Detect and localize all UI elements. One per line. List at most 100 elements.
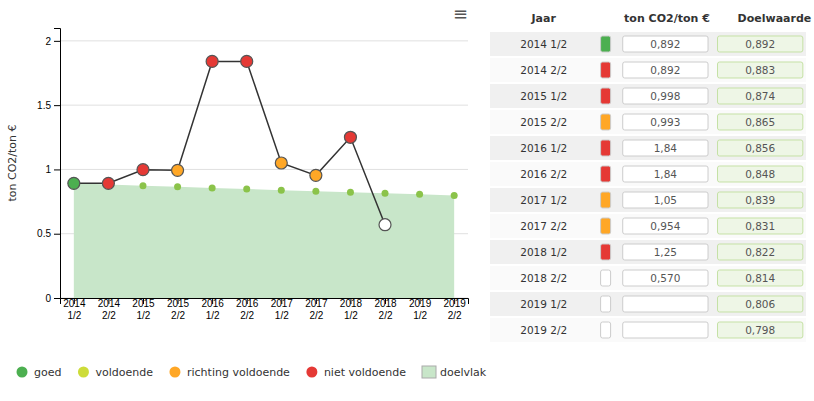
table-row: 2017 1/21,050,839 <box>490 188 806 212</box>
table-target: 0,856 <box>745 142 775 154</box>
table-status-swatch <box>601 62 611 78</box>
table-target-box <box>718 192 803 208</box>
y-tick-mark <box>54 105 60 106</box>
target-dot <box>174 183 181 190</box>
table-target: 0,806 <box>745 298 775 310</box>
table-header: Doelwaarde <box>738 12 812 25</box>
table-row: 2014 2/20,8920,883 <box>490 58 806 82</box>
x-tick-label-line: 2017 <box>305 298 328 309</box>
table-row-background <box>490 136 806 160</box>
x-tick: 20181/2 <box>340 298 363 321</box>
legend-swatch <box>169 367 180 378</box>
table-row-background <box>490 318 806 342</box>
value-dot <box>206 55 218 67</box>
value-dot <box>275 157 287 169</box>
table-row-background <box>490 214 806 238</box>
x-tick-label: 20172/2 <box>305 298 328 321</box>
table-target-box <box>718 166 803 182</box>
x-tick-label-line: 2/2 <box>309 310 323 321</box>
table-status-swatch <box>601 296 611 312</box>
table-status-swatch <box>601 140 611 156</box>
table-year: 2018 2/2 <box>520 272 567 284</box>
value-dot <box>172 164 184 176</box>
table-row: 2018 1/21,250,822 <box>490 240 806 264</box>
table-year: 2017 1/2 <box>520 194 567 206</box>
table-row: 2015 1/20,9980,874 <box>490 84 806 108</box>
x-tick-label-line: 2015 <box>132 298 155 309</box>
legend-item: niet voldoende <box>306 366 406 379</box>
table-target: 0,822 <box>745 246 775 258</box>
legend-label: voldoende <box>95 366 153 379</box>
x-tick: 20182/2 <box>374 298 397 321</box>
table-value-box <box>623 270 708 286</box>
legend-item: richting voldoende <box>169 366 290 379</box>
y-tick-mark <box>54 41 60 42</box>
x-tick-label-line: 1/2 <box>137 310 151 321</box>
table-row-background <box>490 84 806 108</box>
table-value-box <box>623 296 708 312</box>
x-tick-label: 20152/2 <box>167 298 190 321</box>
target-area <box>74 183 454 298</box>
table-value-box <box>623 36 708 52</box>
table-target-box <box>718 244 803 260</box>
table-value-box <box>623 114 708 130</box>
x-tick-label: 20151/2 <box>132 298 155 321</box>
table-row: 2018 2/2 0,570 0,814 <box>490 266 806 290</box>
x-tick-label-line: 2/2 <box>240 310 254 321</box>
table-target: 0,814 <box>745 272 775 284</box>
table-row-background <box>490 188 806 212</box>
legend-item: doelvlak <box>422 366 487 379</box>
x-tick: 20142/2 <box>98 298 121 321</box>
x-tick-label-line: 2/2 <box>379 310 393 321</box>
table-value: 0,998 <box>650 90 680 102</box>
x-tick: 20191/2 <box>409 298 432 321</box>
x-tick-label-line: 2019 <box>409 298 432 309</box>
table-row-background <box>490 162 806 186</box>
table-value: 1,25 <box>654 246 677 258</box>
legend-label: richting voldoende <box>187 366 290 379</box>
target-dot <box>243 185 250 192</box>
target-dot <box>139 182 146 189</box>
target-dot <box>451 192 458 199</box>
table-year: 2015 1/2 <box>520 90 567 102</box>
table-value-box <box>623 218 708 234</box>
legend-swatch <box>306 367 317 378</box>
table-value: 0,993 <box>650 116 680 128</box>
table-target-box <box>718 114 803 130</box>
x-tick-label-line: 2/2 <box>448 310 462 321</box>
x-axis: 20141/220142/220151/220152/220161/220162… <box>61 298 469 321</box>
table-target-box <box>718 322 803 338</box>
grid <box>60 41 468 298</box>
table-value-box <box>623 62 708 78</box>
table-target: 0,865 <box>745 116 775 128</box>
table: Jaarton CO2/ton €Doelwaarde2014 1/20,892… <box>490 12 811 342</box>
table-target-box <box>718 140 803 156</box>
x-tick-label: 20162/2 <box>236 298 259 321</box>
table-target-box <box>718 218 803 234</box>
x-tick-label-line: 2018 <box>374 298 397 309</box>
table-target: 0,798 <box>745 324 775 336</box>
value-line <box>74 61 385 224</box>
x-tick: 20151/2 <box>132 298 155 321</box>
x-tick: 20171/2 <box>271 298 294 321</box>
table-row: 2017 2/20,9540,831 <box>490 214 806 238</box>
table-row-background <box>490 292 806 316</box>
x-tick-label: 20171/2 <box>271 298 294 321</box>
table-header: ton CO2/ton € <box>624 12 710 25</box>
x-tick-label-line: 2016 <box>202 298 225 309</box>
table-value: 0,570 <box>650 272 680 284</box>
legend: goedvoldoenderichting voldoendeniet vold… <box>17 366 487 379</box>
table-row: 2019 1/20,806 <box>490 292 806 316</box>
table-value: 1,05 <box>654 194 677 206</box>
table-status-swatch <box>601 36 611 52</box>
y-tick: 0 <box>45 293 60 304</box>
table-status-swatch <box>601 166 611 182</box>
table-year: 2017 2/2 <box>520 220 567 232</box>
x-tick-label-line: 2/2 <box>171 310 185 321</box>
x-tick-label-line: 2015 <box>167 298 190 309</box>
table-value-box <box>623 192 708 208</box>
table-target: 0,848 <box>745 168 775 180</box>
table-status-swatch <box>601 88 611 104</box>
value-dot <box>241 55 253 67</box>
y-axis-title: ton CO2/ton € <box>6 124 19 201</box>
